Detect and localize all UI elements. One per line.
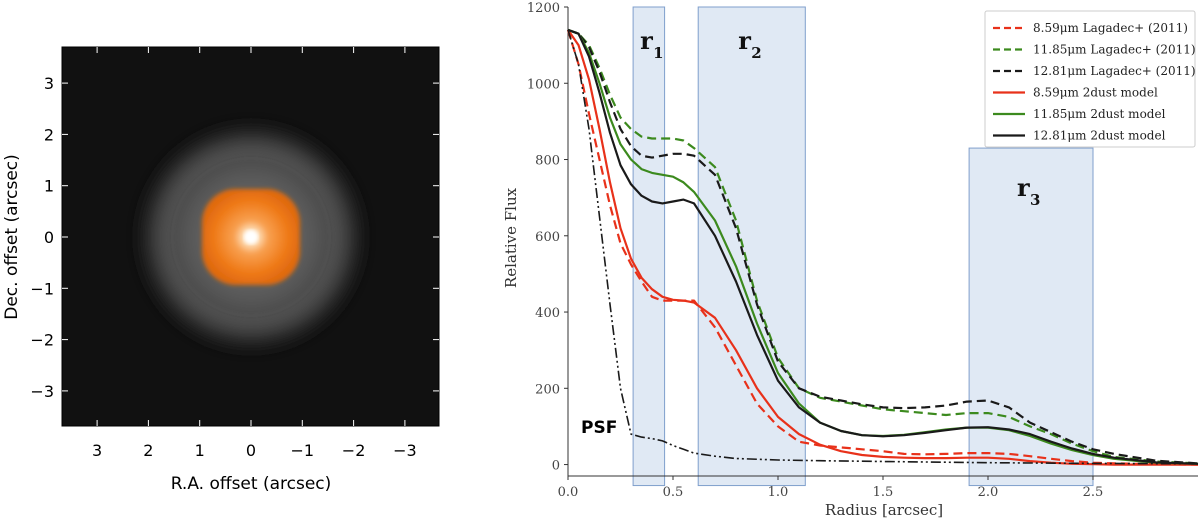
image-ytick-label: −2 (30, 331, 54, 350)
y-tick-label: 800 (535, 154, 560, 169)
image-ylabel: Dec. offset (arcsec) (2, 154, 22, 320)
image-xtick-label: 1 (195, 441, 205, 460)
legend-label: 11.85μm 2dust model (1033, 107, 1166, 121)
psf-annotation: PSF (581, 418, 617, 438)
legend-label: 8.59μm Lagadec+ (2011) (1033, 21, 1188, 35)
image-ytick-label: −1 (30, 279, 54, 298)
image-ytick-label: 3 (44, 74, 54, 93)
y-tick-label: 400 (535, 306, 560, 321)
region-label-r2: r (738, 26, 751, 55)
series-line-5 (567, 28, 1199, 465)
image-xtick-label: −3 (393, 441, 417, 460)
image-xtick-label: 3 (92, 441, 102, 460)
region-r2 (697, 6, 806, 487)
image-ytick-label: −3 (30, 382, 54, 401)
image-ticks: 3 2 1 0 −1 −2 −3 3 2 1 0 −1 −2 −3 (30, 47, 439, 460)
series-line-2 (567, 28, 1199, 465)
image-xtick-label: 2 (143, 441, 153, 460)
image-xtick-label: −2 (342, 441, 366, 460)
central-star (244, 230, 258, 244)
image-xlabel: R.A. offset (arcsec) (171, 474, 332, 494)
series-line-6 (567, 29, 1199, 465)
legend-label: 8.59μm 2dust model (1033, 86, 1158, 100)
image-ytick-label: 0 (44, 228, 54, 247)
region-label-r3: r (1017, 173, 1030, 202)
legend-label: 11.85μm Lagadec+ (2011) (1033, 43, 1196, 57)
chart-axes: 0.0 0.5 1.0 1.5 2.0 2.5 0 200 400 600 800 1000 1200 (527, 1, 1198, 500)
legend-label: 12.81μm Lagadec+ (2011) (1033, 64, 1196, 78)
series-lines (566, 28, 1199, 466)
y-tick-label: 1000 (527, 77, 560, 92)
line-chart: r 1 r 2r 3 0.0 0.5 1.0 1.5 2.0 2.5020040060080010… (502, 1, 1199, 519)
series-line-4 (567, 28, 1199, 465)
legend-box (984, 10, 1196, 148)
image-panel: 3 2 1 0 −1 −2 −3 3 2 1 0 −1 −2 −3 R.A. offset (arcsec… (2, 46, 440, 494)
series-line-3 (567, 29, 1198, 466)
image-ytick-label: 2 (44, 125, 54, 144)
x-tick-label: 0.0 (558, 485, 579, 500)
legend: 8.59μm Lagadec+ (2011) 11.85μm Lagadec+ (… (984, 10, 1196, 148)
x-tick-label: 1.0 (768, 485, 789, 500)
legend-label: 12.81μm 2dust model (1033, 129, 1166, 143)
chart-ylabel: Relative Flux (502, 187, 520, 288)
image-xtick-label: 0 (246, 441, 256, 460)
chart-xlabel: Radius [arcsec] (825, 501, 943, 519)
x-tick-label: 1.5 (873, 485, 894, 500)
x-tick-label: 2.5 (1083, 485, 1104, 500)
x-tick-label: 0.5 (663, 485, 684, 500)
y-tick-label: 200 (535, 382, 560, 397)
image-ytick-label: 1 (44, 177, 54, 196)
region-r1 (632, 6, 666, 487)
region-sub-r1: 1 (653, 44, 663, 62)
region-label-r1: r (640, 26, 653, 55)
region-r3 (968, 147, 1094, 487)
x-tick-label: 2.0 (978, 485, 999, 500)
region-sub-r2: 2 (751, 44, 761, 62)
y-tick-label: 600 (535, 230, 560, 245)
y-tick-label: 1200 (527, 1, 560, 16)
y-tick-label: 0 (552, 459, 560, 474)
shaded-regions: r 1 r 2r 3 (632, 6, 1094, 487)
region-sub-r3: 3 (1030, 191, 1040, 209)
image-xtick-label: −1 (291, 441, 315, 460)
